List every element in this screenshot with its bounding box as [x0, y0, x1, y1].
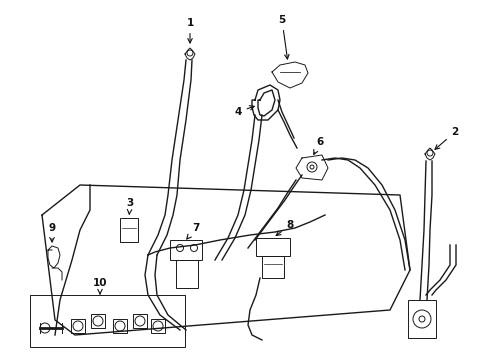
- Text: 6: 6: [313, 137, 323, 154]
- Text: 9: 9: [48, 223, 56, 242]
- Text: 1: 1: [186, 18, 193, 43]
- Bar: [91, 314, 105, 328]
- Text: 5: 5: [278, 15, 288, 59]
- Bar: [407, 300, 435, 338]
- Bar: [170, 240, 202, 260]
- Bar: [176, 260, 198, 288]
- Text: 2: 2: [434, 127, 458, 149]
- Bar: [133, 314, 147, 328]
- Text: 7: 7: [186, 223, 199, 239]
- Bar: [256, 238, 289, 256]
- Bar: [262, 256, 284, 278]
- Text: 8: 8: [276, 220, 293, 235]
- Bar: [71, 319, 85, 333]
- Bar: [30, 295, 184, 347]
- Bar: [120, 218, 138, 242]
- Bar: [113, 319, 127, 333]
- Bar: [151, 319, 164, 333]
- Text: 10: 10: [93, 278, 107, 294]
- Text: 4: 4: [234, 106, 254, 117]
- Text: 3: 3: [126, 198, 133, 214]
